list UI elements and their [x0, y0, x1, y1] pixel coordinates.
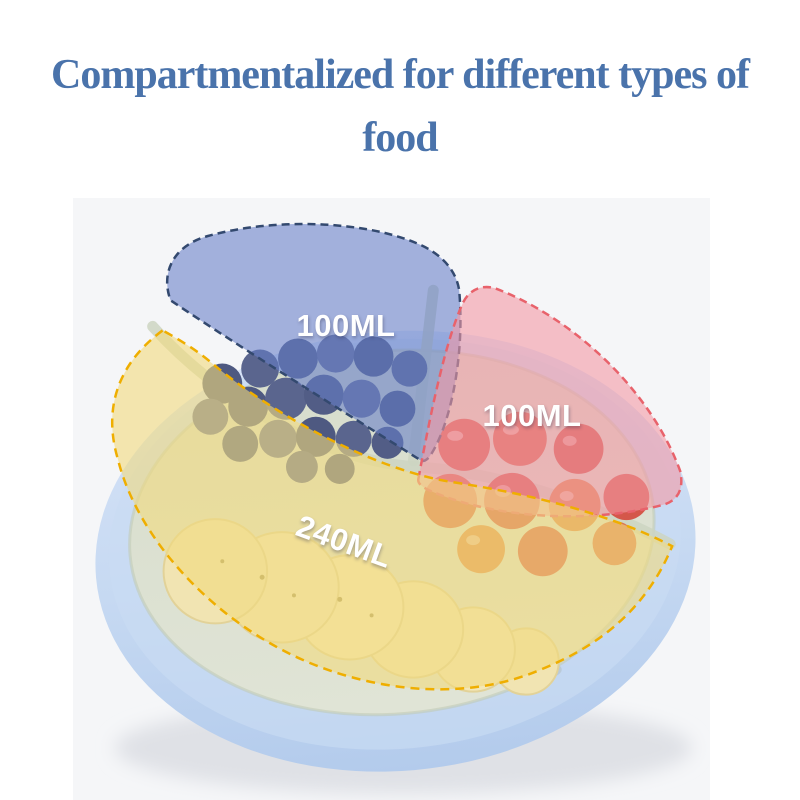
plate-illustration [95, 222, 696, 794]
red-section-volume-label: 100ML [482, 398, 582, 433]
page-title-line1: Compartmentalized for different types of [51, 52, 750, 98]
blue-section-volume-label: 100ML [296, 308, 396, 343]
page-title-line2: food [362, 115, 438, 161]
page-title: Compartmentalized for different types of… [0, 44, 800, 170]
yellow-section-overlay [110, 328, 674, 691]
product-photo: 100ML 100ML 240ML [73, 198, 710, 800]
